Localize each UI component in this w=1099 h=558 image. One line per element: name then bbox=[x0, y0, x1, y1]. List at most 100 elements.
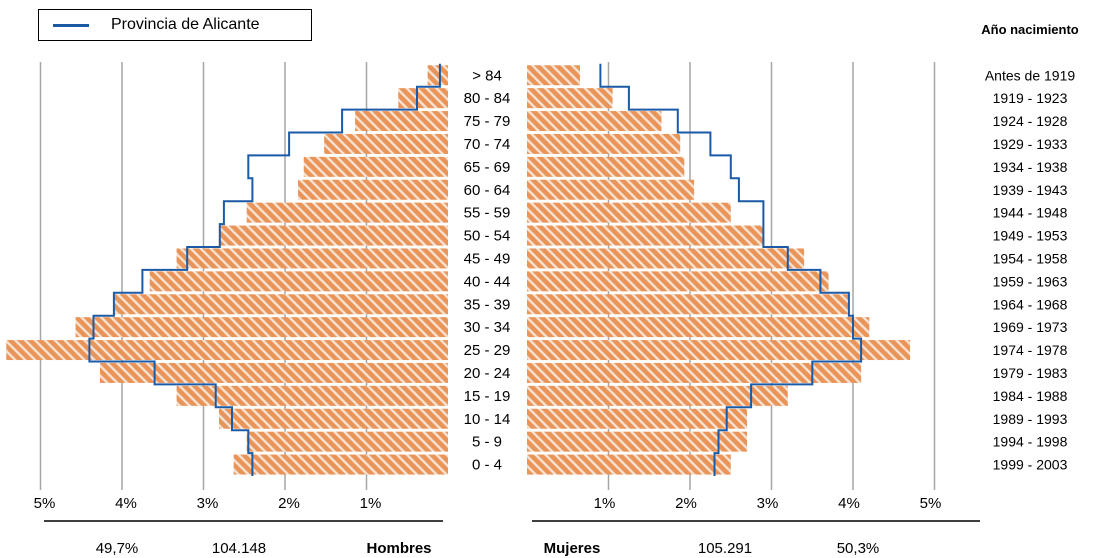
age-label: 60 - 64 bbox=[464, 182, 511, 199]
bars bbox=[6, 65, 911, 475]
bar-mujeres bbox=[527, 271, 829, 292]
birth-year-label: 1944 - 1948 bbox=[993, 205, 1068, 221]
bar-hombres bbox=[324, 133, 448, 154]
mujeres-count: 105.291 bbox=[698, 540, 752, 557]
legend-swatch-line bbox=[53, 24, 89, 27]
bar-hombres bbox=[303, 156, 448, 177]
birth-year-label: 1994 - 1998 bbox=[993, 434, 1068, 450]
bar-hombres bbox=[398, 88, 448, 109]
age-label: 15 - 19 bbox=[464, 388, 511, 405]
bar-hombres bbox=[246, 202, 448, 223]
age-label: 25 - 29 bbox=[464, 342, 511, 359]
bar-hombres bbox=[298, 179, 448, 200]
year-header: Año nacimiento bbox=[981, 22, 1079, 37]
age-label: 35 - 39 bbox=[464, 296, 511, 313]
legend: Provincia de Alicante bbox=[38, 9, 312, 41]
birth-year-label: 1999 - 2003 bbox=[993, 457, 1068, 473]
bar-hombres bbox=[246, 431, 448, 452]
bar-hombres bbox=[218, 408, 448, 429]
birth-year-label: 1984 - 1988 bbox=[993, 388, 1068, 404]
bar-mujeres bbox=[527, 179, 695, 200]
bar-mujeres bbox=[527, 294, 849, 315]
bar-mujeres bbox=[527, 156, 685, 177]
age-label: 50 - 54 bbox=[464, 228, 511, 245]
birth-year-label: 1969 - 1973 bbox=[993, 319, 1068, 335]
bar-mujeres bbox=[527, 111, 662, 132]
bar-hombres bbox=[114, 294, 448, 315]
bar-mujeres bbox=[527, 317, 870, 338]
age-label: 20 - 24 bbox=[464, 365, 511, 382]
xtick-label-left: 5% bbox=[34, 495, 56, 512]
mujeres-label: Mujeres bbox=[544, 540, 601, 557]
age-label: 55 - 59 bbox=[464, 205, 511, 222]
bar-hombres bbox=[75, 317, 449, 338]
xtick-label-left: 4% bbox=[115, 495, 137, 512]
bar-mujeres bbox=[527, 385, 788, 406]
age-label: 10 - 14 bbox=[464, 411, 511, 428]
birth-year-label: 1974 - 1978 bbox=[993, 342, 1068, 358]
hombres-label: Hombres bbox=[366, 540, 431, 557]
birth-year-label: 1939 - 1943 bbox=[993, 182, 1068, 198]
birth-year-label: 1989 - 1993 bbox=[993, 411, 1068, 427]
bar-mujeres bbox=[527, 225, 764, 246]
age-label: 80 - 84 bbox=[464, 90, 511, 107]
age-label: 75 - 79 bbox=[464, 113, 511, 130]
bar-mujeres bbox=[527, 133, 681, 154]
xtick-label-left: 2% bbox=[278, 495, 300, 512]
legend-label: Provincia de Alicante bbox=[111, 16, 260, 33]
age-label: 45 - 49 bbox=[464, 250, 511, 267]
bar-mujeres bbox=[527, 454, 731, 475]
birth-year-label: 1964 - 1968 bbox=[993, 296, 1068, 312]
bar-hombres bbox=[176, 385, 449, 406]
age-label: 70 - 74 bbox=[464, 136, 511, 153]
bar-hombres bbox=[176, 248, 449, 269]
xtick-label-right: 2% bbox=[675, 495, 697, 512]
age-label: 30 - 34 bbox=[464, 319, 511, 336]
bar-hombres bbox=[99, 362, 449, 383]
hombres-count: 104.148 bbox=[212, 540, 266, 557]
birth-year-label: 1979 - 1983 bbox=[993, 365, 1068, 381]
age-label: 65 - 69 bbox=[464, 159, 511, 176]
xtick-label-left: 1% bbox=[360, 495, 382, 512]
xtick-label-right: 5% bbox=[920, 495, 942, 512]
bar-mujeres bbox=[527, 88, 613, 109]
xtick-label-right: 1% bbox=[594, 495, 616, 512]
x-axis: 1% 1% 2% 2% 3% 3% 4% 4% 5% 5% bbox=[34, 495, 980, 522]
birth-year-label: 1949 - 1953 bbox=[993, 228, 1068, 244]
birth-year-label: 1959 - 1963 bbox=[993, 273, 1068, 289]
totals: 49,7% 104.148 Hombres Mujeres 105.291 50,3% bbox=[96, 540, 880, 557]
bar-mujeres bbox=[527, 248, 805, 269]
birth-year-label: 1954 - 1958 bbox=[993, 250, 1068, 266]
xtick-label-right: 4% bbox=[838, 495, 860, 512]
age-label: 0 - 4 bbox=[472, 457, 502, 474]
birth-year-label: Antes de 1919 bbox=[985, 67, 1076, 83]
province-line-hombres bbox=[88, 63, 441, 476]
birth-year-label: 1924 - 1928 bbox=[993, 113, 1068, 129]
bar-hombres bbox=[233, 454, 448, 475]
birth-year-label: 1934 - 1938 bbox=[993, 159, 1068, 175]
bar-hombres bbox=[149, 271, 448, 292]
age-label: 40 - 44 bbox=[464, 273, 511, 290]
bar-hombres bbox=[218, 225, 448, 246]
birth-year-label: 1919 - 1923 bbox=[993, 90, 1068, 106]
bar-mujeres bbox=[527, 65, 580, 86]
province-outlines bbox=[88, 63, 863, 476]
bar-mujeres bbox=[527, 408, 748, 429]
bar-mujeres bbox=[527, 340, 911, 361]
age-label: 5 - 9 bbox=[472, 434, 502, 451]
bar-hombres bbox=[427, 65, 448, 86]
hombres-percent: 49,7% bbox=[96, 540, 139, 557]
bar-hombres bbox=[6, 340, 449, 361]
province-line-mujeres bbox=[599, 63, 863, 476]
birth-year-label: 1929 - 1933 bbox=[993, 136, 1068, 152]
age-label: > 84 bbox=[472, 67, 502, 84]
xtick-label-right: 3% bbox=[757, 495, 779, 512]
xtick-label-left: 3% bbox=[197, 495, 219, 512]
bar-mujeres bbox=[527, 431, 748, 452]
bar-hombres bbox=[355, 111, 448, 132]
labels: 0 - 4 1999 - 2003 5 - 9 1994 - 1998 10 - 14 1… bbox=[464, 22, 1079, 474]
mujeres-percent: 50,3% bbox=[837, 540, 880, 557]
bar-mujeres bbox=[527, 202, 731, 223]
bar-mujeres bbox=[527, 362, 862, 383]
